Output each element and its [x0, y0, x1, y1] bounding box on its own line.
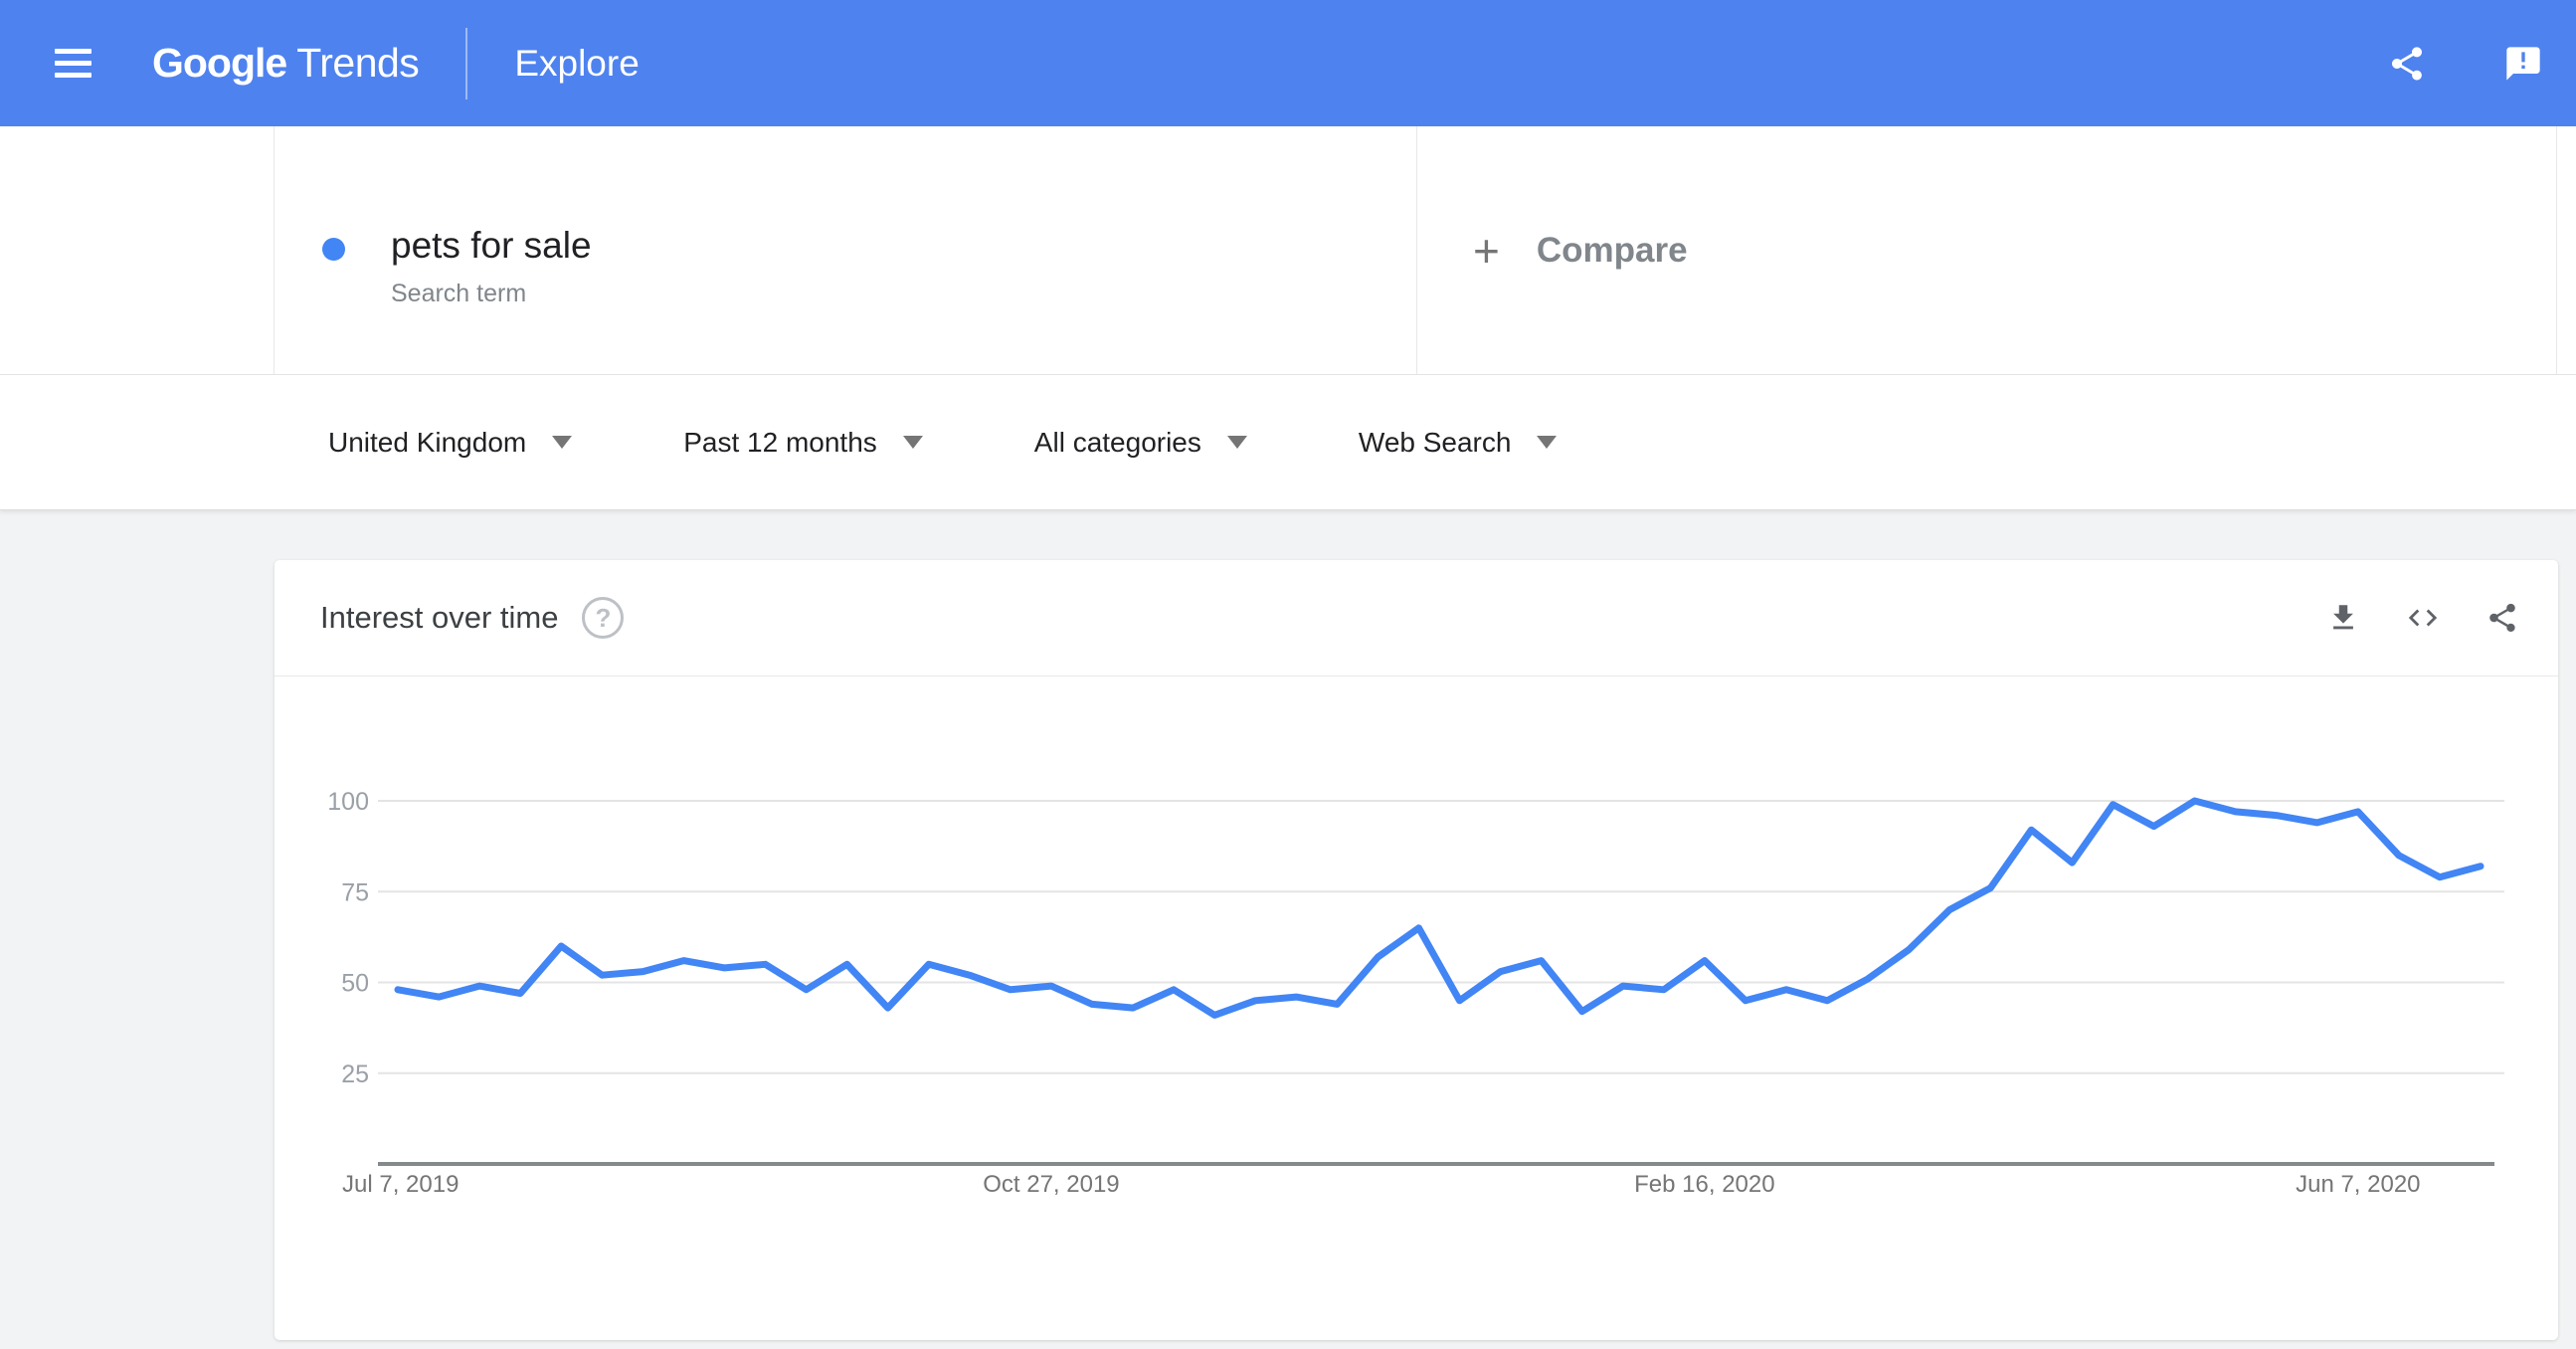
chevron-down-icon [1537, 436, 1558, 449]
menu-icon[interactable] [55, 42, 92, 85]
compare-label: Compare [1536, 230, 1688, 270]
header-divider [465, 27, 468, 99]
download-icon[interactable] [2326, 601, 2360, 635]
page-content: Interest over time ? 100 75 50 25 Jul 7, 201… [0, 510, 2576, 1349]
search-term-text: pets for sale [391, 225, 592, 266]
geo-filter-value: United Kingdom [328, 426, 527, 458]
series-color-dot [322, 238, 345, 261]
feedback-icon[interactable] [2503, 44, 2543, 84]
interest-over-time-card: Interest over time ? 100 75 50 25 Jul 7, 201… [275, 560, 2558, 1340]
filter-bar: United Kingdom Past 12 months All catego… [0, 375, 2576, 510]
logo-trends-text: Trends [296, 40, 420, 86]
svg-text:75: 75 [341, 878, 369, 906]
share-icon[interactable] [2387, 44, 2427, 84]
share-icon[interactable] [2485, 601, 2519, 635]
chart-title: Interest over time [320, 600, 559, 635]
search-term-type-label: Search term [391, 280, 527, 307]
embed-code-icon[interactable] [2406, 601, 2440, 635]
chevron-down-icon [902, 436, 923, 449]
search-type-filter-value: Web Search [1358, 426, 1512, 458]
search-type-filter-dropdown[interactable]: Web Search [1359, 427, 1558, 459]
category-filter-dropdown[interactable]: All categories [1034, 427, 1247, 459]
svg-text:Jul 7, 2019: Jul 7, 2019 [342, 1171, 459, 1198]
category-filter-value: All categories [1033, 426, 1201, 458]
google-trends-logo[interactable]: Google Trends [152, 40, 420, 87]
svg-text:25: 25 [341, 1060, 369, 1088]
interest-chart-svg: 100 75 50 25 Jul 7, 2019 Oct 27, 2019 Feb 16, … [327, 788, 2504, 1198]
plus-icon: + [1473, 224, 1500, 277]
svg-text:Jun 7, 2020: Jun 7, 2020 [2296, 1171, 2420, 1198]
svg-text:Feb 16, 2020: Feb 16, 2020 [1634, 1171, 1774, 1198]
svg-text:Oct 27, 2019: Oct 27, 2019 [983, 1171, 1119, 1198]
app-header: Google Trends Explore [0, 0, 2576, 126]
add-comparison-button[interactable]: + Compare [1417, 126, 2557, 374]
time-filter-value: Past 12 months [683, 426, 877, 458]
svg-text:100: 100 [327, 788, 369, 816]
page-title: Explore [514, 42, 640, 84]
svg-text:50: 50 [341, 970, 369, 998]
chart-card-header: Interest over time ? [275, 560, 2558, 676]
help-icon[interactable]: ? [582, 597, 625, 639]
search-term-card[interactable]: pets for sale Search term [275, 126, 1417, 374]
time-filter-dropdown[interactable]: Past 12 months [683, 427, 923, 459]
search-terms-row: pets for sale Search term + Compare [0, 126, 2576, 375]
chevron-down-icon [1226, 436, 1247, 449]
chart-plot-area[interactable]: 100 75 50 25 Jul 7, 2019 Oct 27, 2019 Feb 16, … [275, 676, 2558, 1340]
logo-google-text: Google [152, 40, 287, 86]
chevron-down-icon [552, 436, 573, 449]
geo-filter-dropdown[interactable]: United Kingdom [328, 426, 573, 459]
left-gutter [0, 126, 275, 374]
